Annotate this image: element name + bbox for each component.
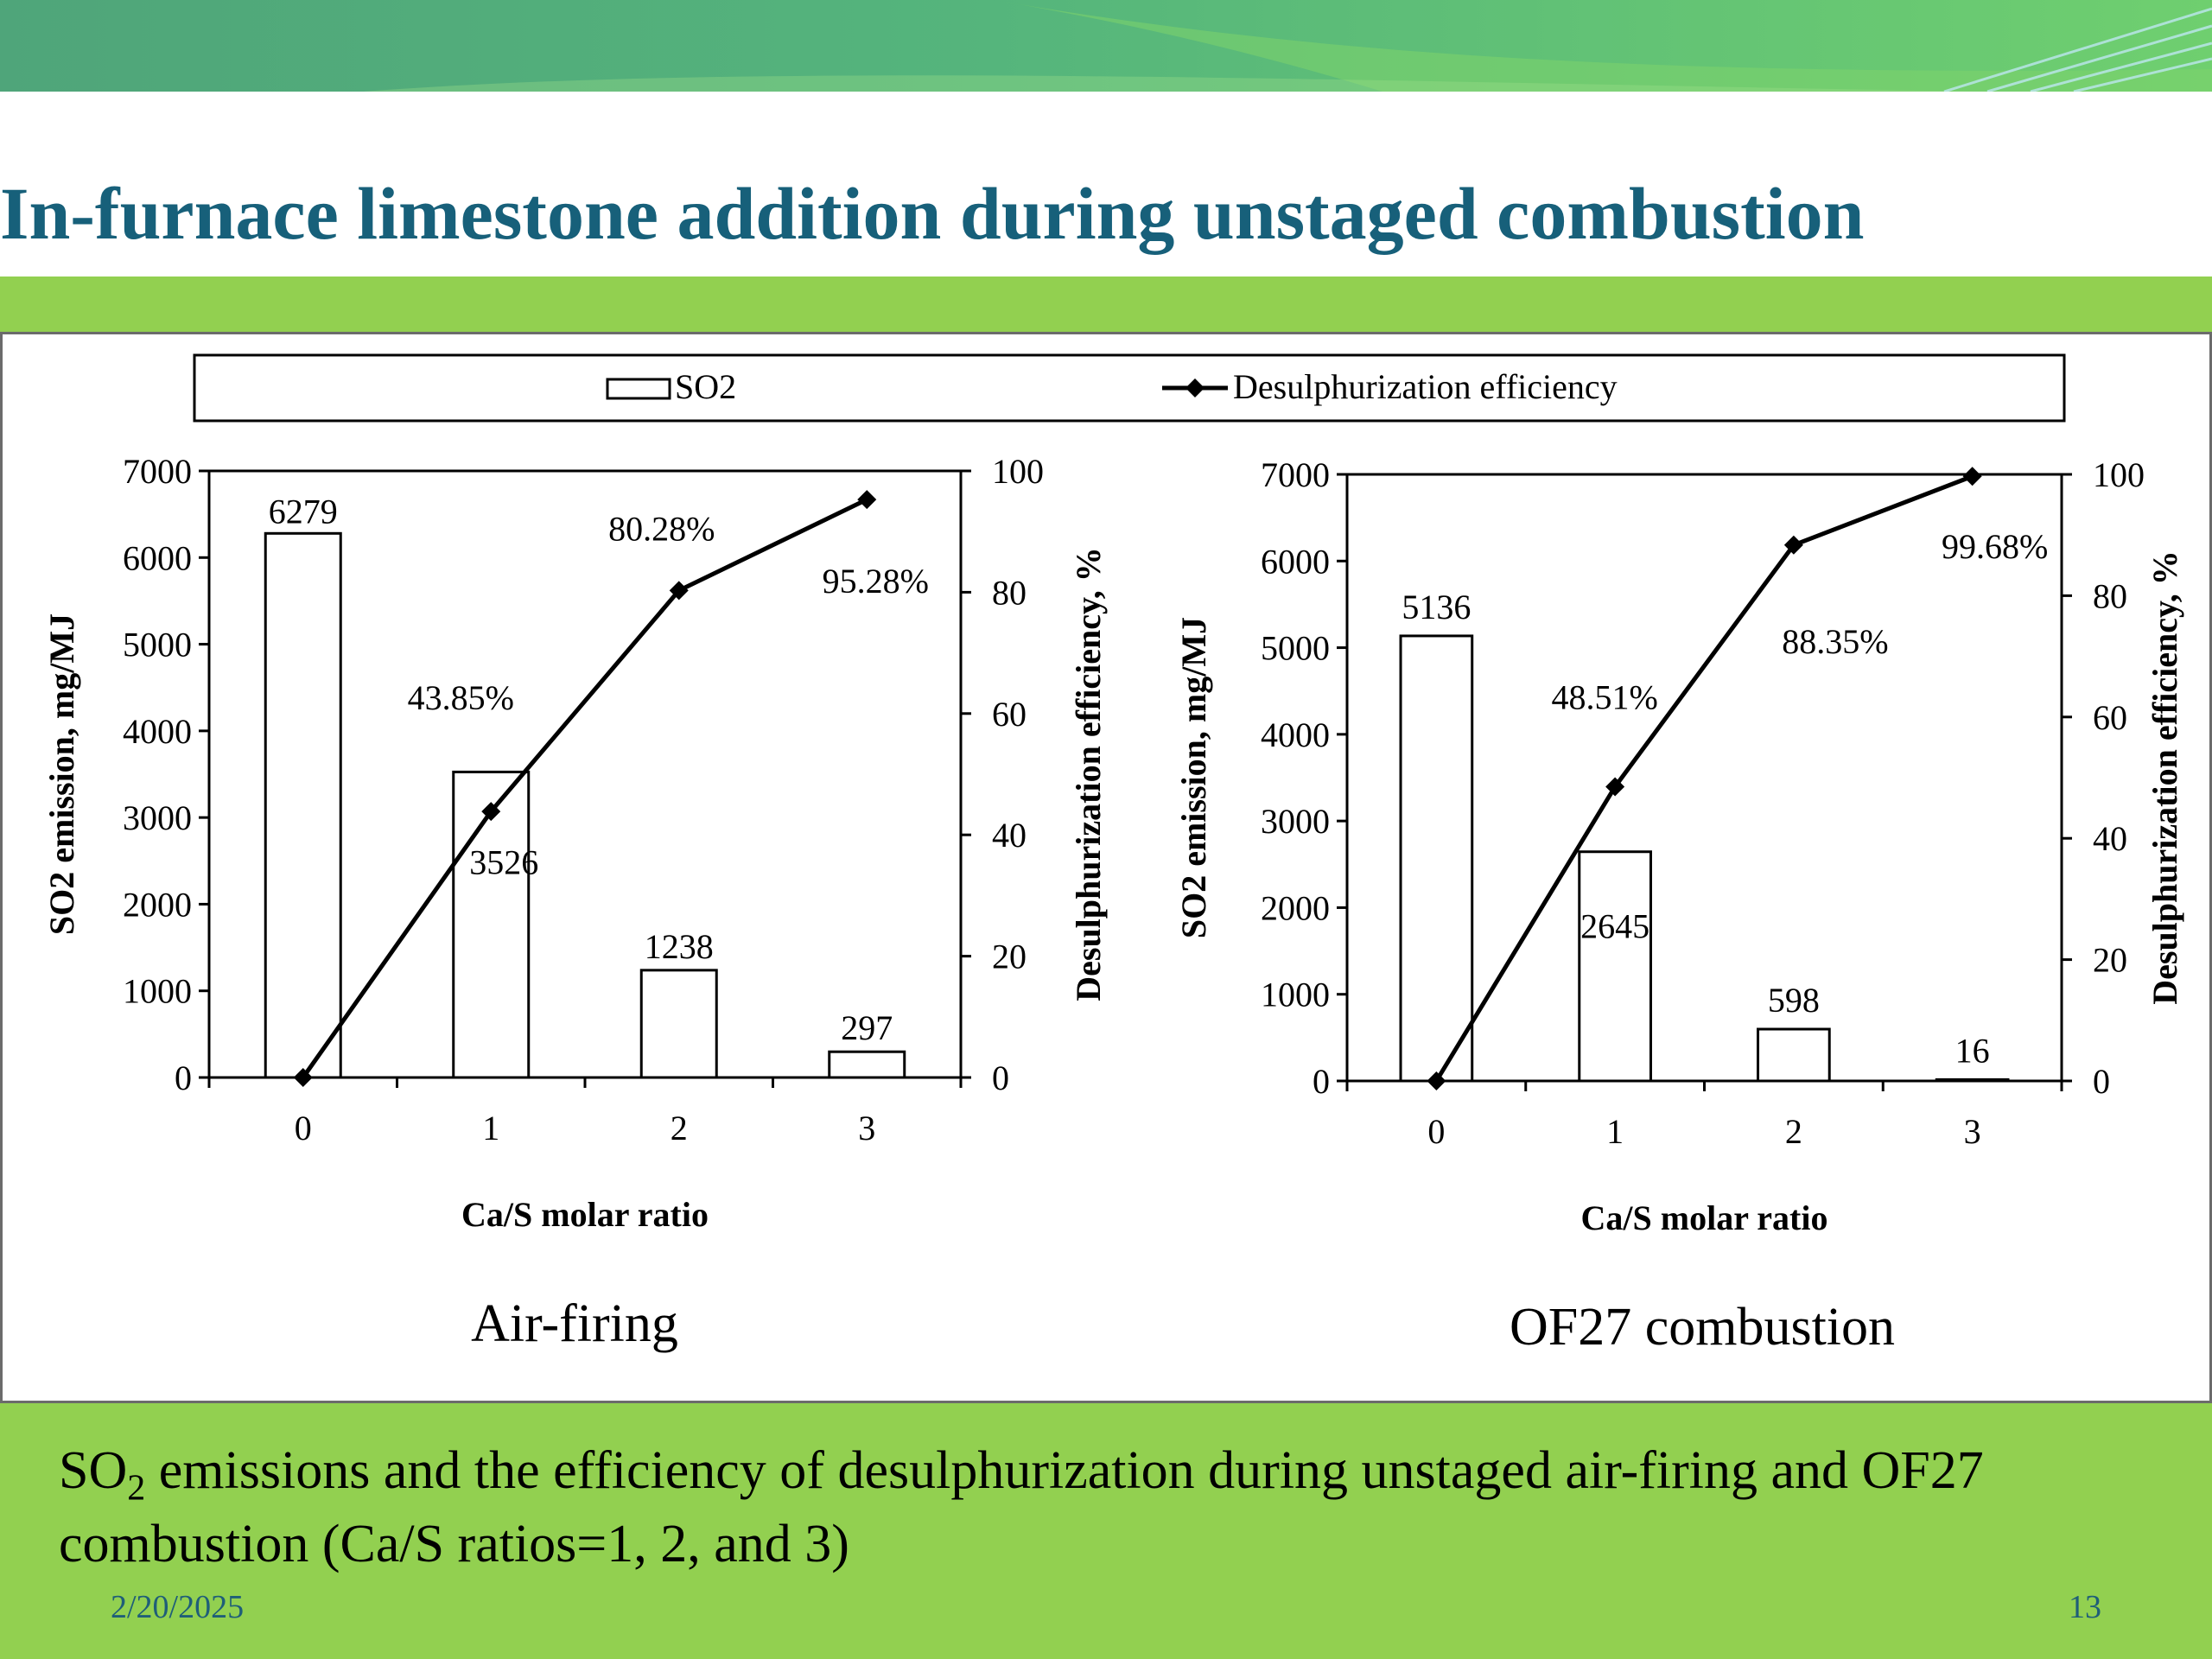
x-tick-label: 1 (1606, 1112, 1624, 1151)
y-tick-label: 7000 (123, 452, 192, 491)
charts-svg: SO2 Desulphurization efficiency0100020003… (42, 353, 2184, 1357)
x-tick-label: 2 (671, 1109, 688, 1147)
bar-data-label: 5136 (1402, 588, 1471, 626)
y2-tick-label: 60 (992, 695, 1027, 734)
legend-label-efficiency: Desulphurization efficiency (1233, 367, 1618, 406)
y-tick-label: 2000 (123, 885, 192, 924)
x-tick-label: 0 (295, 1109, 312, 1147)
y2-tick-label: 40 (992, 816, 1027, 855)
x-tick-label: 2 (1785, 1112, 1802, 1151)
y2-tick-label: 60 (2093, 698, 2127, 737)
efficiency-line (301, 497, 868, 1079)
bar-data-label: 16 (1955, 1031, 1990, 1070)
efficiency-line (1434, 474, 1974, 1083)
efficiency-point (1962, 467, 1982, 486)
y2-tick-label: 20 (992, 938, 1027, 976)
bar-so2 (452, 770, 531, 1079)
y-tick-label: 0 (175, 1058, 192, 1097)
y2-axis-title: Desulphurization efficiency, % (1069, 547, 1108, 1001)
line-data-label: 99.68% (1942, 527, 2048, 566)
y2-tick-label: 100 (992, 452, 1044, 491)
y2-tick-label: 80 (992, 573, 1027, 612)
slide-title: In-furnace limestone addition during uns… (0, 172, 1865, 255)
bar-data-label: 297 (841, 1008, 893, 1047)
legend-label-so2: SO2 (675, 367, 736, 406)
y-tick-label: 5000 (1261, 629, 1330, 668)
y2-tick-label: 40 (2093, 819, 2127, 858)
efficiency-point (1783, 535, 1803, 555)
bar-so2 (1757, 1027, 1831, 1083)
footer-date: 2/20/2025 (111, 1589, 245, 1625)
line-data-label: 43.85% (408, 678, 514, 717)
y2-tick-label: 80 (2093, 576, 2127, 615)
y2-tick-label: 0 (2093, 1062, 2110, 1101)
y-tick-label: 2000 (1261, 888, 1330, 927)
x-tick-label: 1 (482, 1109, 499, 1147)
bar-data-label: 3526 (469, 842, 538, 881)
header-banner (0, 0, 2212, 92)
bar-data-label: 1238 (645, 927, 714, 966)
efficiency-point (293, 1068, 313, 1087)
bar-so2 (1578, 850, 1652, 1083)
line-data-label: 48.51% (1551, 677, 1657, 716)
line-data-label: 95.28% (823, 562, 929, 601)
y-tick-label: 3000 (1261, 802, 1330, 841)
x-axis-title: Ca/S molar ratio (1581, 1198, 1828, 1237)
y-axis-title: SO2 emission, mg/MJ (42, 613, 81, 935)
page-number: 13 (2069, 1589, 2101, 1625)
bar-so2 (264, 531, 342, 1079)
chart-panel: SO2 Desulphurization efficiency 0 1000 2000 3… (0, 332, 2212, 1403)
chart-air-firing: 0100020003000400050006000700002040608010… (42, 452, 1108, 1353)
x-tick-label: 3 (1964, 1112, 1981, 1151)
legend-swatch-bar (606, 378, 671, 400)
y-tick-label: 4000 (1261, 715, 1330, 754)
y-tick-label: 6000 (123, 538, 192, 577)
y2-axis-title: Desulphurization efficiency, % (2145, 550, 2184, 1005)
line-data-label: 80.28% (608, 509, 715, 548)
y-tick-label: 0 (1313, 1062, 1330, 1101)
caption-subscript: 2 (127, 1468, 146, 1509)
legend-swatch-marker (1185, 378, 1205, 397)
efficiency-point (1605, 777, 1625, 797)
bar-so2 (1935, 1077, 2010, 1083)
bar-so2 (639, 969, 718, 1079)
x-tick-label: 3 (858, 1109, 875, 1147)
caption-rest: emissions and the efficiency of desulphu… (59, 1441, 1984, 1573)
bar-so2 (1399, 634, 1474, 1083)
bar-data-label: 598 (1768, 981, 1820, 1020)
y-tick-label: 1000 (1261, 976, 1330, 1014)
y2-tick-label: 100 (2093, 455, 2145, 494)
efficiency-point (481, 802, 501, 822)
figure-caption: SO2 emissions and the efficiency of desu… (59, 1434, 2167, 1581)
y-tick-label: 6000 (1261, 542, 1330, 581)
chart-subtitle: OF27 combustion (1510, 1298, 1895, 1357)
caption-so: SO (59, 1441, 128, 1500)
y-tick-label: 5000 (123, 626, 192, 664)
bar-data-label: 2645 (1580, 907, 1649, 946)
y-tick-label: 4000 (123, 712, 192, 751)
y2-tick-label: 0 (992, 1058, 1009, 1097)
efficiency-point (857, 490, 877, 510)
y-axis-title: SO2 emission, mg/MJ (1174, 617, 1213, 938)
x-axis-title: Ca/S molar ratio (461, 1195, 709, 1234)
legend-box (193, 353, 2066, 423)
chart-subtitle: Air-firing (471, 1294, 678, 1353)
line-data-label: 88.35% (1782, 622, 1888, 661)
bar-data-label: 6279 (269, 492, 338, 531)
x-tick-label: 0 (1427, 1112, 1445, 1151)
bar-so2 (828, 1050, 906, 1079)
y-tick-label: 1000 (123, 972, 192, 1011)
efficiency-point (669, 581, 689, 601)
chart-of27: 0100020003000400050006000700002040608010… (1174, 455, 2184, 1357)
y-tick-label: 7000 (1261, 455, 1330, 494)
y2-tick-label: 20 (2093, 941, 2127, 980)
y-tick-label: 3000 (123, 798, 192, 837)
efficiency-point (1427, 1071, 1446, 1090)
